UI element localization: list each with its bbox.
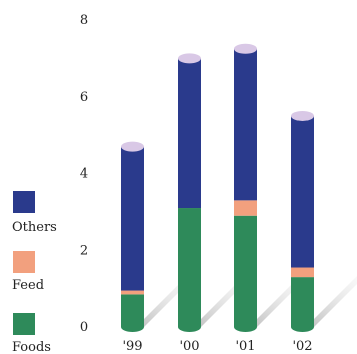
x-tick-label: '02	[292, 339, 312, 354]
bar-segment-others	[291, 115, 314, 268]
bar-shadow	[306, 276, 357, 327]
y-tick-label: 8	[80, 13, 88, 28]
y-tick-label: 2	[80, 243, 88, 258]
bar-top-cap	[178, 53, 201, 64]
x-tick-label: '00	[179, 339, 199, 354]
x-tick-label: '01	[235, 339, 255, 354]
y-axis: 0 2 4 6 8	[80, 13, 88, 335]
bar-segment-feed	[234, 200, 257, 216]
bar-segment-others	[234, 48, 257, 201]
bar-segment-feed	[291, 267, 314, 278]
y-tick-label: 4	[80, 167, 88, 182]
bars	[121, 43, 314, 332]
bar-segment-foods	[178, 208, 201, 327]
legend-swatch-foods	[13, 313, 35, 335]
bar-segment-foods	[234, 215, 257, 327]
bar-segment-foods	[291, 277, 314, 327]
bar-top-cap	[121, 141, 144, 152]
x-tick-label: '99	[122, 339, 142, 354]
bar-top-cap	[234, 43, 257, 54]
legend-swatch-feed	[13, 251, 35, 273]
y-tick-label: 6	[80, 90, 88, 105]
bar-segment-foods	[121, 294, 144, 327]
legend-swatch-others	[13, 191, 35, 213]
legend-label-others: Others	[12, 220, 57, 235]
y-tick-label: 0	[80, 320, 88, 335]
legend: Others Feed Foods	[12, 191, 57, 354]
bar-segment-others	[121, 146, 144, 291]
bar-segment-feed	[121, 290, 144, 295]
x-axis: '99 '00 '01 '02	[122, 339, 312, 354]
bar-top-cap	[291, 110, 314, 121]
legend-label-foods: Foods	[12, 340, 51, 354]
legend-label-feed: Feed	[12, 278, 44, 293]
bar-segment-others	[178, 58, 201, 209]
